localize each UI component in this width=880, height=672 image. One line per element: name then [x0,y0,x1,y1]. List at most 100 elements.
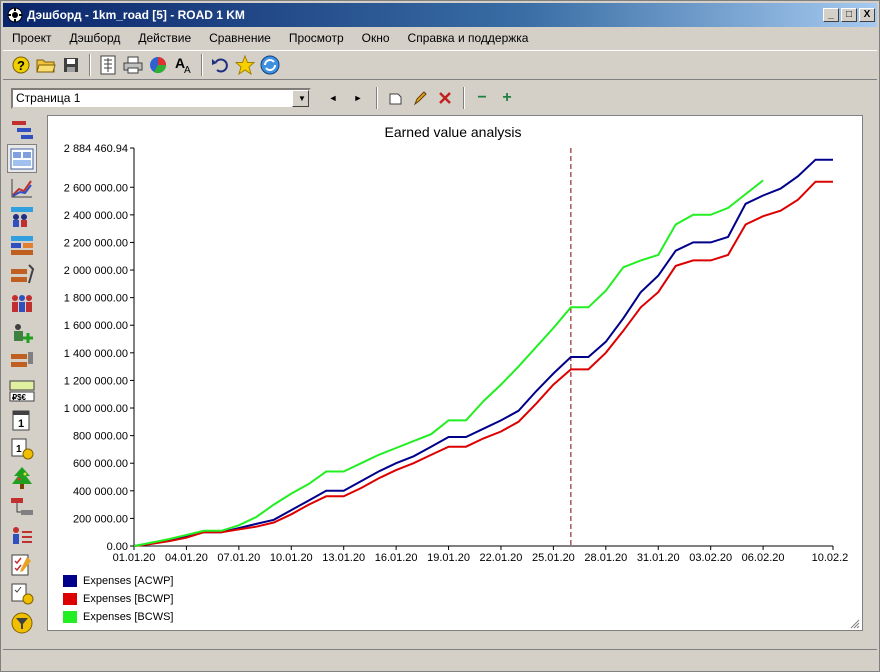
page-select-value: Страница 1 [16,91,81,105]
chart-area: Earned value analysis 0.00 200 000.00 400 … [58,120,848,624]
chart-panel: Earned value analysis 0.00 200 000.00 400 … [47,115,863,631]
next-page-button[interactable]: ► [353,93,363,103]
resources-icon[interactable] [7,202,37,231]
new-page-icon[interactable] [383,86,407,110]
sidebar: ₽$€ 1 1 [7,115,41,645]
people-icon[interactable] [7,289,37,318]
y-tick-label: 600 000.00 [73,458,128,470]
svg-text:1: 1 [16,444,22,455]
edit-pencil-icon[interactable] [408,86,432,110]
x-tick-label: 25.01.20 [532,552,575,564]
checklist-clock-icon[interactable] [7,579,37,608]
zoom-in-button[interactable]: + [502,89,512,106]
checklist-icon[interactable] [7,550,37,579]
zoom-out-button[interactable]: − [477,89,487,106]
star-icon[interactable] [233,53,257,77]
legend-item: Expenses [BCWP] [63,590,173,608]
chart-title: Earned value analysis [384,124,522,140]
prev-page-button[interactable]: ◄ [328,93,338,103]
calendar-clock-icon[interactable]: 1 [7,434,37,463]
close-button[interactable]: X [859,8,875,22]
menu-view[interactable]: Просмотр [288,31,344,45]
help-icon[interactable]: ? [9,53,33,77]
y-tick-label: 0.00 [107,541,128,553]
maximize-button[interactable]: □ [841,8,857,22]
y-tick-label: 1 800 000.00 [64,293,128,305]
x-tick-label: 01.01.20 [113,552,156,564]
open-folder-icon[interactable] [34,53,58,77]
print-icon[interactable] [121,53,145,77]
page-select[interactable]: Страница 1 ▼ [11,87,311,109]
refresh-icon[interactable] [258,53,282,77]
chart-legend: Expenses [ACWP] Expenses [BCWP] Expenses… [63,572,173,626]
chart-lines-icon[interactable] [7,173,37,202]
undo-icon[interactable] [208,53,232,77]
y-tick-label: 2 600 000.00 [64,182,128,194]
series-line-2 [133,180,833,547]
toolbar-separator [201,54,203,76]
x-tick-label: 19.01.20 [427,552,470,564]
filter-icon[interactable] [7,608,37,637]
x-tick-label: 10.01.20 [270,552,313,564]
x-tick-label: 13.01.20 [322,552,365,564]
gantt-icon[interactable] [7,115,37,144]
layout-icon[interactable] [96,53,120,77]
dashboard-icon[interactable] [7,144,37,173]
resize-grip-icon[interactable] [850,618,860,629]
series-line-3 [133,179,764,547]
currency-icon[interactable]: ₽$€ [7,376,37,405]
menu-action[interactable]: Действие [138,31,192,45]
pie-chart-icon[interactable] [146,53,170,77]
y-tick-label: 400 000.00 [73,486,128,498]
calendar-icon[interactable]: 1 [7,405,37,434]
links-icon[interactable] [7,492,37,521]
menu-help[interactable]: Справка и поддержка [407,31,529,45]
legend-item: Expenses [ACWP] [63,572,173,590]
menu-window[interactable]: Окно [361,31,390,45]
materials-icon[interactable] [7,347,37,376]
menu-bar: Проект Дэшборд Действие Сравнение Просмо… [3,28,877,48]
menu-project[interactable]: Проект [12,31,52,45]
delete-icon[interactable] [433,86,457,110]
svg-text:?: ? [17,58,25,73]
svg-text:A: A [175,55,185,71]
menu-dashboard[interactable]: Дэшборд [69,31,121,45]
y-tick-label: 2 884 460.94 [64,143,128,155]
y-tick-label: 2 200 000.00 [64,237,128,249]
y-tick-label: 1 200 000.00 [64,375,128,387]
menu-compare[interactable]: Сравнение [209,31,271,45]
x-tick-label: 31.01.20 [637,552,680,564]
assignment-icon[interactable] [7,521,37,550]
minimize-button[interactable]: _ [823,8,839,22]
toolbar-separator [463,87,465,109]
x-tick-label: 10.02.20 [812,552,848,564]
page-toolbar: Страница 1 ▼ ◄ ► − + [3,83,877,113]
tasks-tools-icon[interactable] [7,260,37,289]
y-tick-label: 2 400 000.00 [64,210,128,222]
status-bar [3,649,877,669]
toolbar-separator [89,54,91,76]
tree-icon[interactable] [7,463,37,492]
toolbar-separator [376,87,378,109]
earned-value-chart: 0.00 200 000.00 400 000.00 600 000.00 800 00… [64,143,848,564]
window-title: Дэшборд - 1km_road [5] - ROAD 1 KM [27,8,245,22]
legend-label: Expenses [BCWS] [83,611,174,623]
x-tick-label: 16.01.20 [375,552,418,564]
x-tick-label: 28.01.20 [584,552,627,564]
people-add-icon[interactable] [7,318,37,347]
chevron-down-icon[interactable]: ▼ [292,89,309,107]
y-tick-label: 1 600 000.00 [64,320,128,332]
legend-label: Expenses [BCWP] [83,593,174,605]
legend-swatch-bcws [63,611,77,623]
svg-text:1: 1 [18,418,24,430]
legend-item: Expenses [BCWS] [63,608,173,626]
x-tick-label: 06.02.20 [742,552,785,564]
y-tick-label: 200 000.00 [73,513,128,525]
y-tick-label: 800 000.00 [73,431,128,443]
bars-icon[interactable] [7,231,37,260]
save-icon[interactable] [59,53,83,77]
series-line-1 [133,158,833,547]
